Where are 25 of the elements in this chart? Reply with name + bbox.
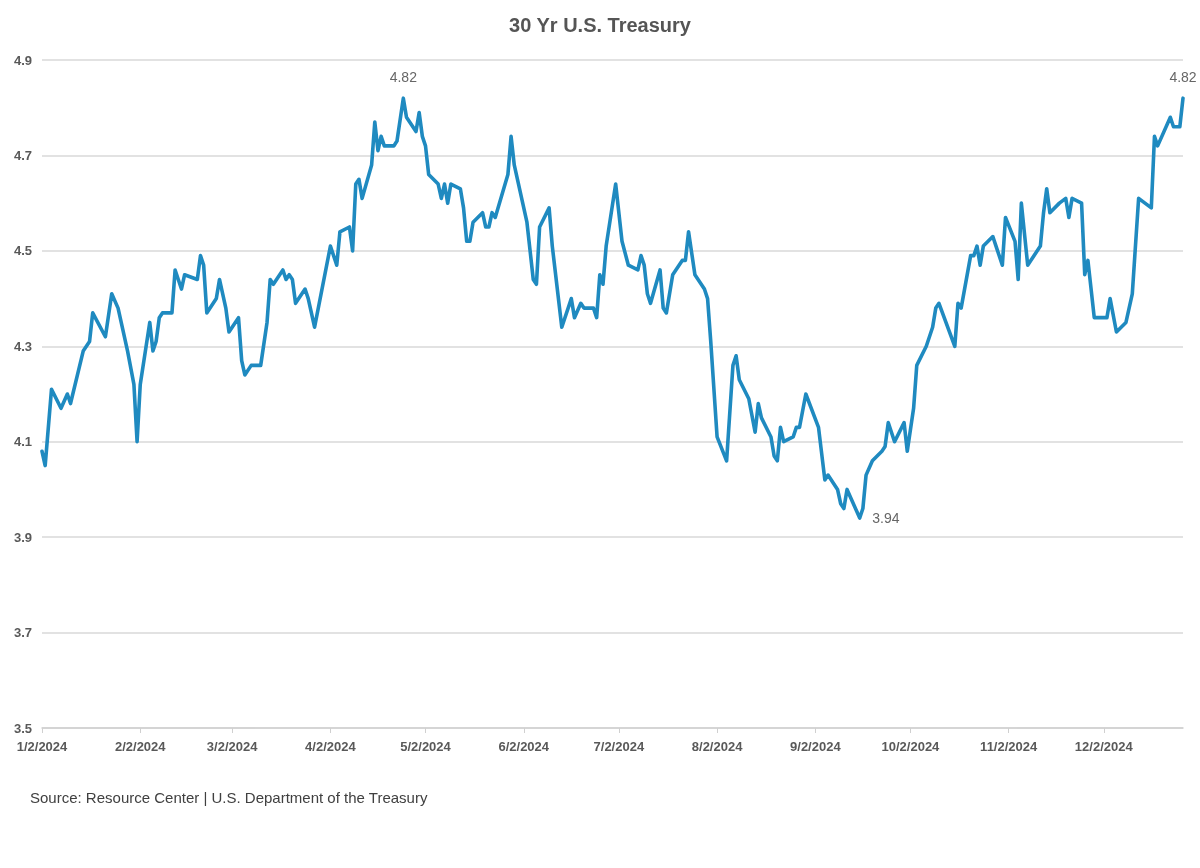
x-tick-label: 7/2/2024 [593, 739, 645, 754]
x-tick-label: 2/2/2024 [114, 739, 167, 754]
annotation: 4.82 [1169, 68, 1197, 85]
y-tick-label: 4.1 [13, 434, 32, 450]
x-tick-label: 8/2/2024 [691, 739, 744, 754]
source-note: Source: Resource Center | U.S. Department of the Treasury [30, 789, 428, 806]
y-tick-label: 3.5 [13, 720, 32, 736]
x-tick-label: 9/2/2024 [790, 739, 842, 754]
y-tick-label: 4.5 [13, 243, 32, 259]
x-tick-label: 12/2/2024 [1074, 739, 1134, 754]
x-tick-label: 6/2/2024 [498, 739, 550, 754]
y-tick-label: 4.9 [13, 52, 32, 68]
y-tick-label: 4.3 [13, 338, 32, 354]
y-tick-label: 3.9 [13, 529, 32, 545]
y-tick-label: 3.7 [13, 625, 32, 641]
annotation: 3.94 [872, 510, 900, 527]
y-tick-label: 4.7 [13, 147, 32, 163]
x-tick-label: 4/2/2024 [305, 739, 357, 754]
annotation: 4.82 [389, 68, 418, 85]
x-tick-label: 5/2/2024 [400, 739, 452, 754]
x-tick-label: 11/2/2024 [980, 739, 1038, 754]
chart-title: 30 Yr U.S. Treasury [509, 14, 692, 36]
x-tick-label: 3/2/2024 [206, 739, 259, 754]
x-tick-label: 10/2/2024 [881, 739, 941, 754]
x-tick-label: 1/2/2024 [16, 739, 69, 754]
